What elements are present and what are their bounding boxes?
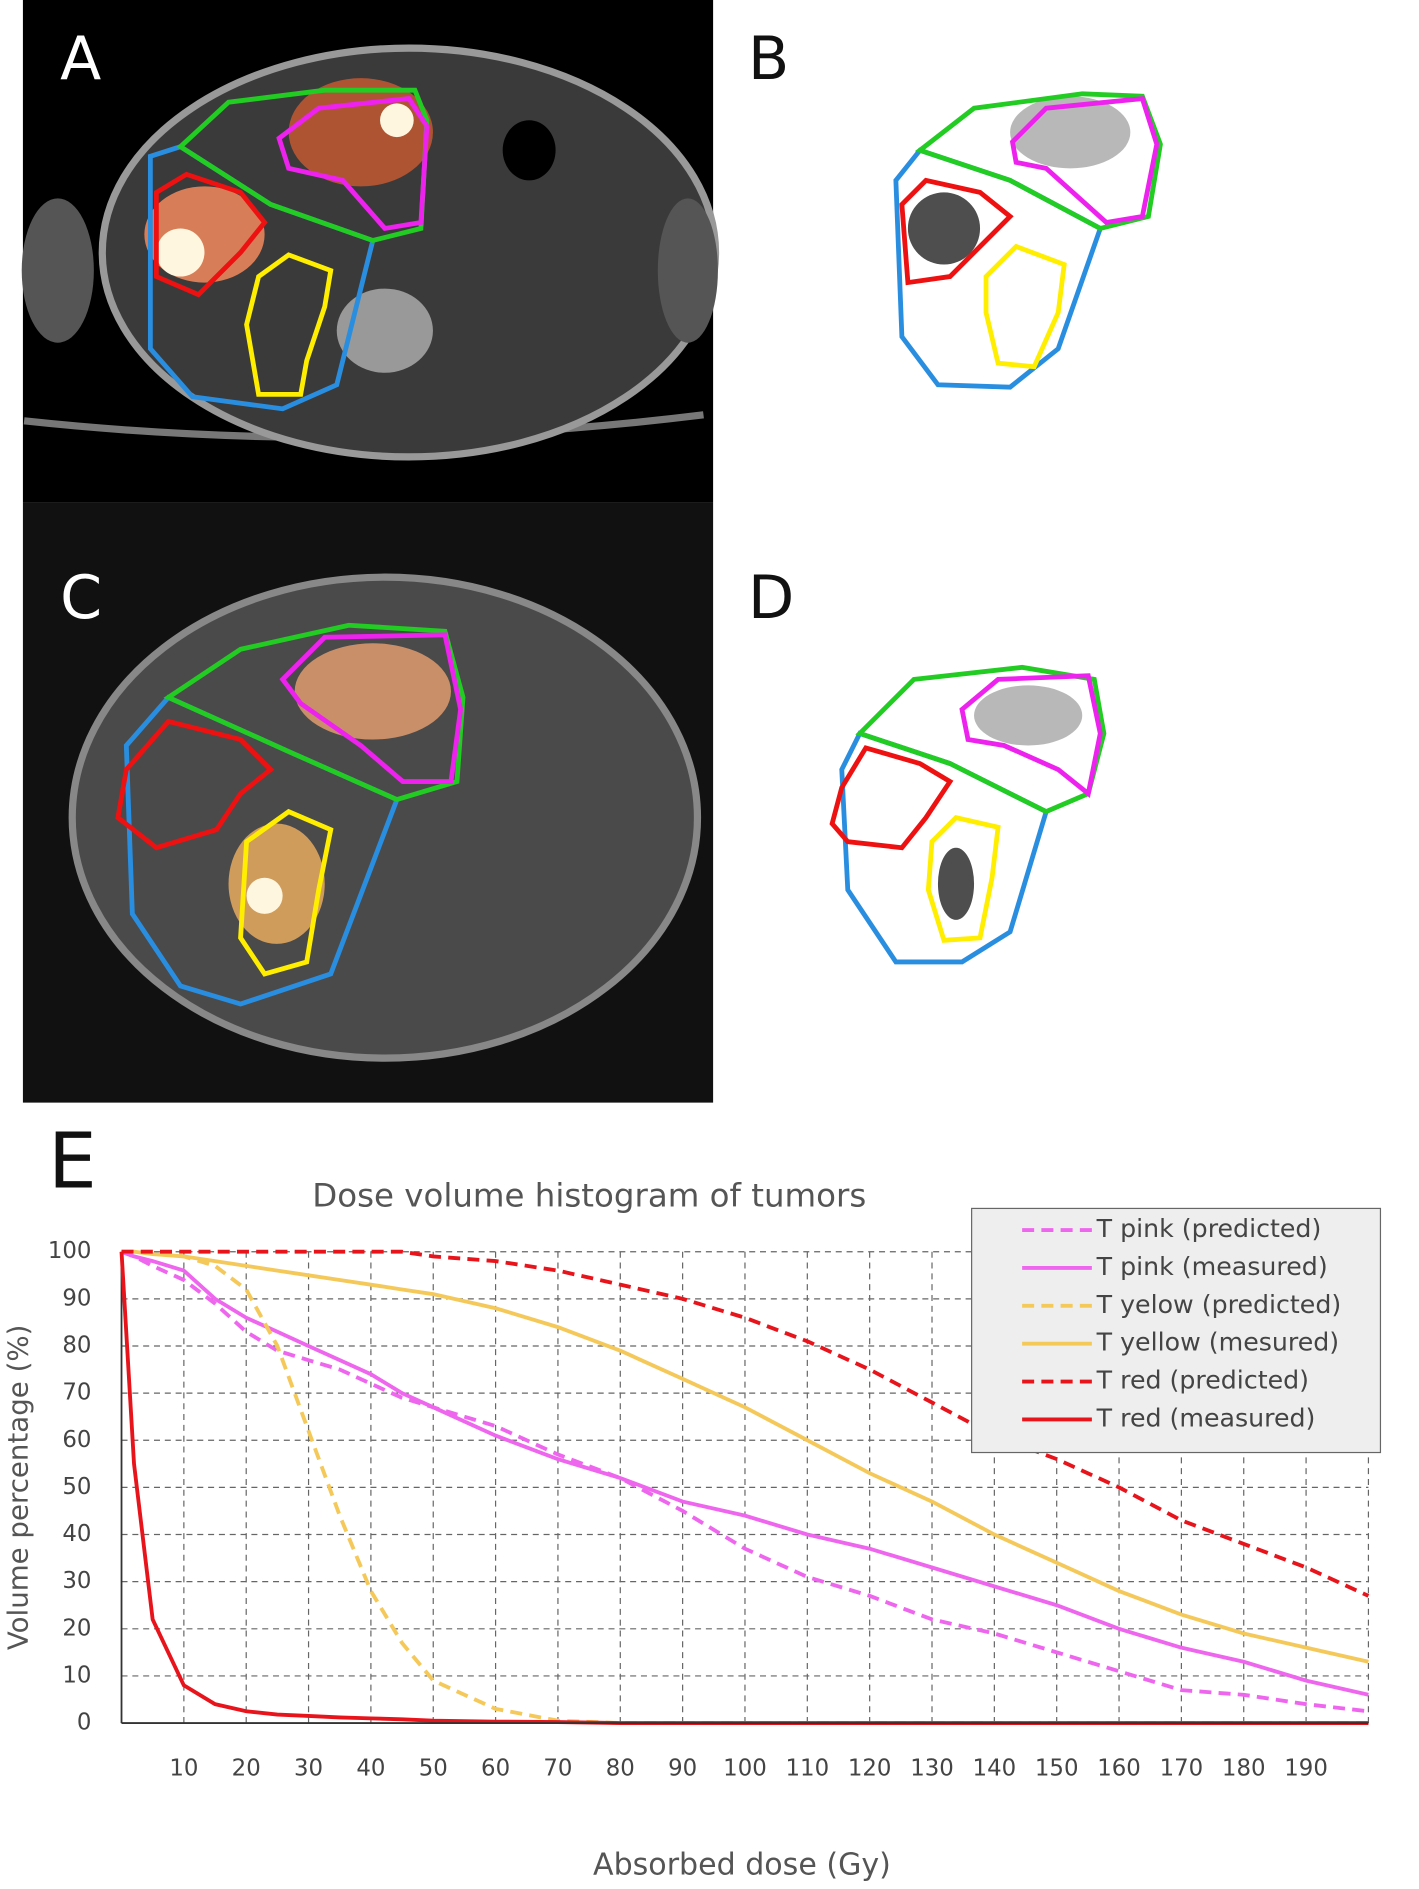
x-tick-label: 70: [543, 1755, 572, 1781]
x-tick-label: 50: [419, 1755, 448, 1781]
series-line: [120, 1249, 1369, 1697]
x-axis-label: Absorbed dose (Gy): [593, 1848, 891, 1883]
x-tick-label: 160: [1097, 1755, 1141, 1781]
x-tick-label: 140: [973, 1755, 1017, 1781]
y-tick-label: 30: [62, 1568, 91, 1594]
legend-label: T red (predicted): [1096, 1366, 1309, 1395]
legend-label: T red (measured): [1096, 1403, 1316, 1432]
panel-label: E: [48, 1117, 97, 1206]
legend-box: [971, 1207, 1382, 1454]
x-tick-label: 40: [356, 1755, 385, 1781]
panel-d-image: [829, 664, 1107, 965]
panel-label: C: [60, 563, 102, 633]
panel-c-image: [22, 502, 714, 1103]
panel-label: B: [748, 24, 789, 94]
x-tick-label: 170: [1160, 1755, 1204, 1781]
x-tick-label: 20: [232, 1755, 261, 1781]
y-tick-label: 10: [62, 1662, 91, 1688]
series-line: [121, 1249, 1370, 1598]
panel-b-image: [893, 91, 1163, 390]
x-tick-label: 60: [481, 1755, 510, 1781]
x-tick-label: 130: [910, 1755, 954, 1781]
y-tick-label: 40: [62, 1521, 91, 1547]
x-tick-label: 110: [786, 1755, 830, 1781]
series-line: [121, 1249, 1369, 1664]
y-tick-label: 50: [62, 1474, 91, 1500]
series-line: [120, 1249, 1369, 1714]
y-tick-label: 60: [62, 1427, 91, 1453]
y-tick-label: 70: [62, 1380, 91, 1406]
x-tick-label: 190: [1284, 1755, 1328, 1781]
x-tick-label: 80: [606, 1755, 635, 1781]
x-tick-label: 10: [169, 1755, 198, 1781]
panel-label: D: [748, 563, 794, 633]
y-tick-label: 100: [48, 1238, 92, 1264]
legend-label: T yellow (mesured): [1096, 1328, 1339, 1357]
legend-label: T pink (predicted): [1096, 1214, 1322, 1243]
y-tick-label: 20: [62, 1615, 91, 1641]
x-tick-label: 30: [294, 1755, 323, 1781]
x-tick-label: 150: [1035, 1755, 1079, 1781]
panel-label: A: [60, 24, 101, 94]
y-axis-label: Volume percentage (%): [1, 1325, 34, 1651]
y-tick-label: 0: [77, 1710, 92, 1736]
x-tick-label: 180: [1222, 1755, 1266, 1781]
panel-a-image: [21, 0, 720, 503]
x-tick-label: 100: [723, 1755, 767, 1781]
legend-label: T yelow (predicted): [1096, 1290, 1342, 1319]
y-tick-label: 90: [62, 1285, 91, 1311]
chart-title: Dose volume histogram of tumors: [312, 1177, 866, 1215]
legend-label: T pink (measured): [1096, 1252, 1328, 1281]
x-tick-label: 120: [848, 1755, 892, 1781]
x-tick-label: 90: [668, 1755, 697, 1781]
y-tick-label: 80: [62, 1332, 91, 1358]
